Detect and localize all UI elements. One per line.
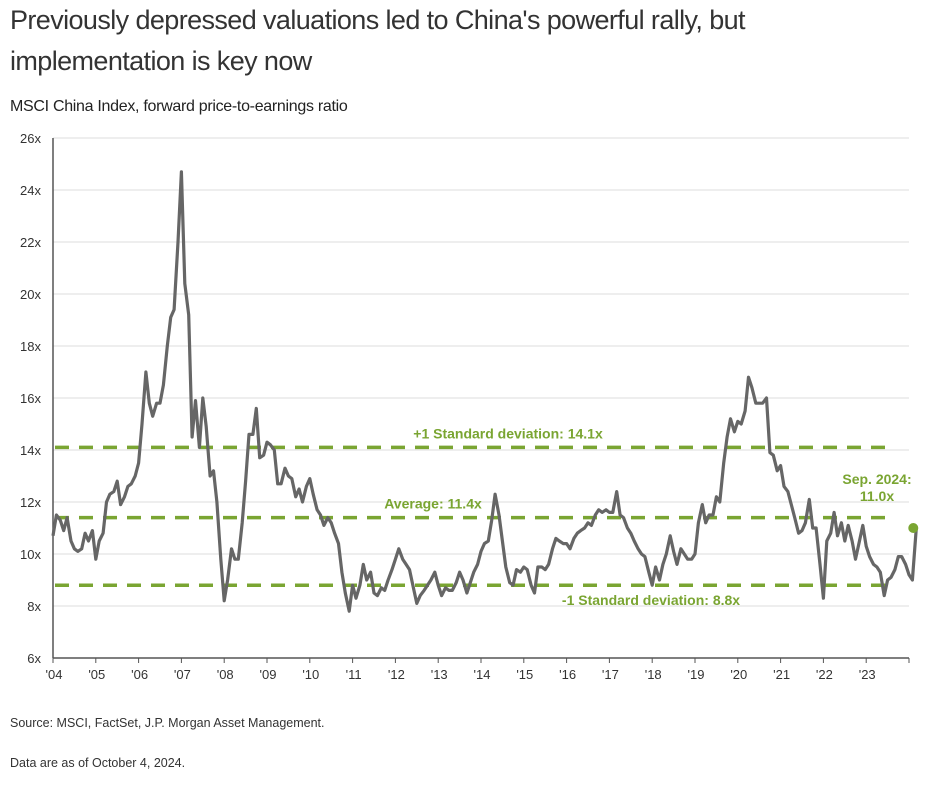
x-tick-label: '21 [773,667,790,682]
x-tick-label: '16 [559,667,576,682]
x-tick-label: '11 [346,667,362,682]
x-tick-label: '08 [217,667,234,682]
latest-value-marker [908,523,919,533]
x-tick-label: '18 [645,667,662,682]
reference-line-label: -1 Standard deviation: 8.8x [562,592,740,608]
series [51,170,919,613]
y-tick-label: 14x [20,443,41,458]
as-of-note: Data are as of October 4, 2024. [10,756,186,770]
x-tick-label: '04 [46,667,63,682]
x-tick-label: '09 [260,667,277,682]
x-tick-label: '20 [730,667,747,682]
reference-line-label: Average: 11.4x [384,496,482,512]
y-tick-label: 8x [27,599,41,614]
x-tick-label: '12 [388,667,405,682]
x-tick-label: '19 [688,667,705,682]
y-axis-ticks: 6x 8x 10x 12x 14x 16x 18x 20x 22x 24x 26x [20,131,41,666]
grid-lines [53,137,909,607]
x-tick-label: '22 [816,667,833,682]
y-tick-label: 16x [20,391,41,406]
series-line [51,170,918,613]
pe-ratio-chart: 6x 8x 10x 12x 14x 16x 18x 20x 22x 24x 26x +1 Stand… [20,131,919,682]
x-tick-label: '17 [602,667,619,682]
x-tick-label: '10 [302,667,319,682]
y-tick-label: 22x [20,235,41,250]
y-tick-label: 20x [20,287,41,302]
annotation-label-line2: 11.0x [860,488,894,504]
y-tick-label: 18x [20,339,41,354]
chart-title: Previously depressed valuations led to C… [10,5,746,76]
y-tick-label: 6x [27,651,41,666]
x-tick-label: '13 [431,667,448,682]
x-axis-ticks: '04 '05 '06 '07 '08 '09 '10 '11 '12 '13 '14 '15 '16 '… [46,658,910,682]
x-tick-label: '23 [859,667,876,682]
y-tick-label: 26x [20,131,41,146]
source-note: Source: MSCI, FactSet, J.P. Morgan Asset… [10,716,325,730]
x-tick-label: '06 [131,667,148,682]
x-tick-label: '07 [174,667,191,682]
y-tick-label: 10x [20,547,41,562]
y-tick-label: 12x [20,495,41,510]
chart-subtitle: MSCI China Index, forward price-to-earni… [10,98,348,115]
reference-lines: +1 Standard deviation: 14.1x Average: 11.… [55,425,895,608]
x-tick-label: '14 [474,667,491,682]
x-tick-label: '05 [88,667,105,682]
reference-line-label: +1 Standard deviation: 14.1x [413,425,603,441]
y-tick-label: 24x [20,183,41,198]
x-tick-label: '15 [516,667,533,682]
annotation-label-line1: Sep. 2024: [842,471,911,487]
